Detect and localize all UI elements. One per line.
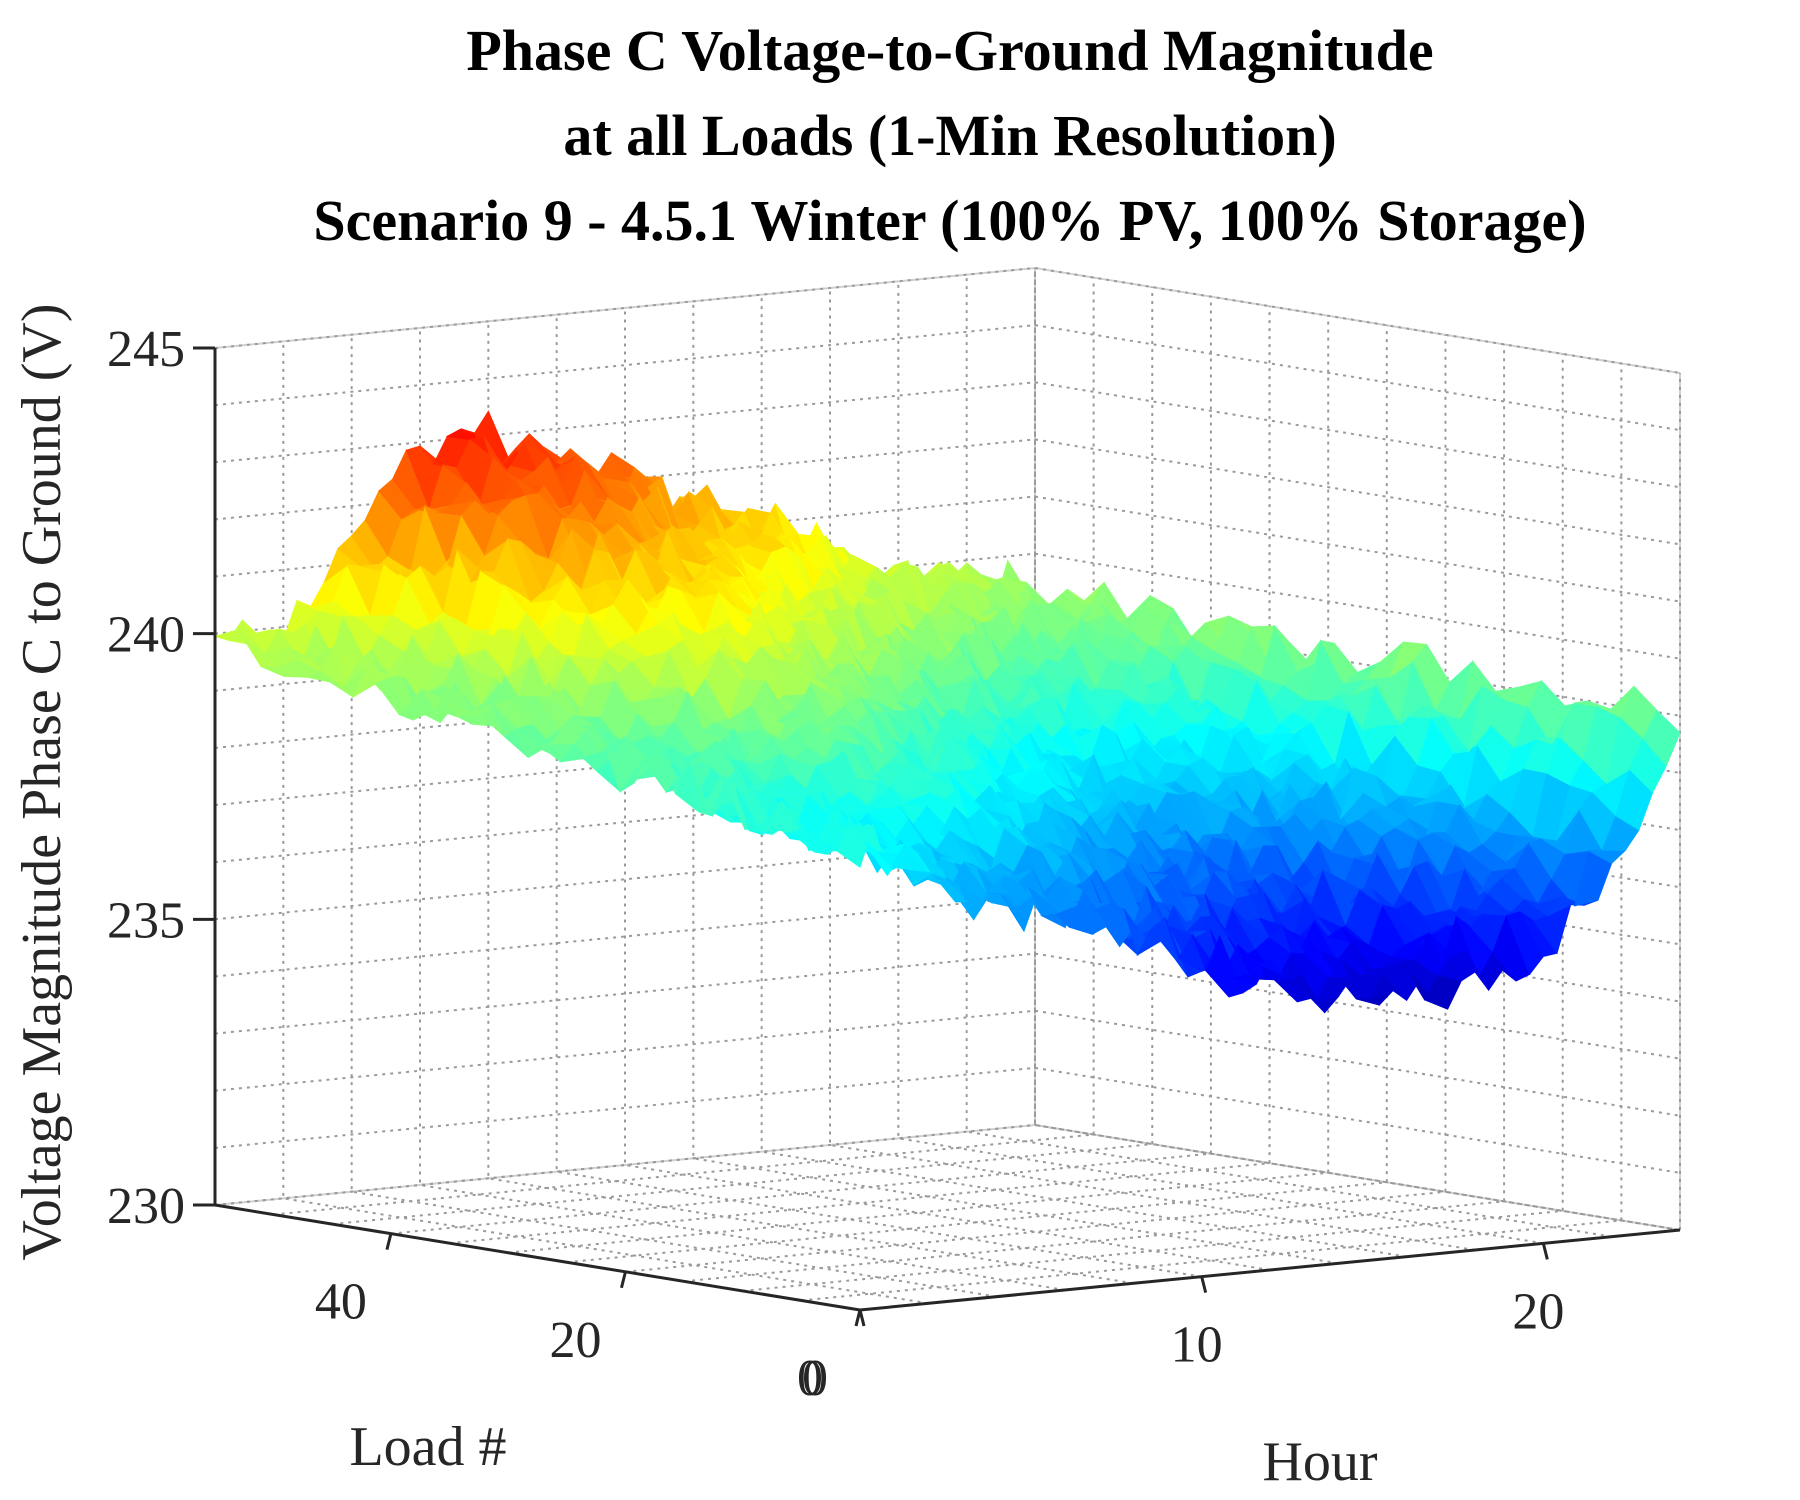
load-axis-line	[214, 1203, 861, 1312]
hour-tick	[1200, 1276, 1208, 1294]
y-axis-label: Load #	[349, 1416, 506, 1478]
z-tick-label: 230	[107, 1178, 185, 1235]
hour-tick-label: 0	[802, 1350, 828, 1407]
grid-line-z	[214, 324, 1681, 432]
load-tick	[385, 1233, 393, 1251]
chart-title-line-3: Scenario 9 - 4.5.1 Winter (100% PV, 100%…	[313, 188, 1586, 253]
grid-line-z	[214, 1009, 1681, 1117]
surface-cell	[1642, 709, 1681, 767]
grid-line-load	[683, 344, 1506, 1283]
grid-line-z	[214, 1066, 1681, 1174]
hour-tick-label: 10	[1171, 1317, 1223, 1374]
load-tick-label: 0	[797, 1350, 823, 1407]
grid-line-hour	[965, 274, 1612, 1238]
grid-line-load	[508, 315, 1330, 1254]
grid-line-z	[214, 724, 1681, 832]
z-axis-label: Voltage Magnitude Phase C to Ground (V)	[11, 303, 73, 1260]
z-tick-label: 235	[107, 892, 185, 949]
grid-line-hour	[282, 341, 929, 1305]
load-tick	[619, 1271, 627, 1289]
grid-line-load	[566, 325, 1388, 1264]
grid-line-load	[801, 363, 1623, 1302]
chart-title-line-1: Phase C Voltage-to-Ground Magnitude	[466, 18, 1433, 83]
grid-line-load	[214, 268, 1036, 1206]
grid-line-load	[625, 334, 1447, 1273]
axes-layer: 230 235 240 245 0 20 40 0 10 20	[107, 321, 1681, 1407]
grid-line-load	[449, 306, 1271, 1245]
hour-tick	[1541, 1242, 1549, 1260]
grid-line-z	[214, 266, 1681, 374]
z-tick-label: 240	[107, 607, 185, 664]
z-tick-label: 245	[107, 321, 185, 378]
grid-line-load	[332, 287, 1154, 1226]
hour-tick	[858, 1309, 866, 1327]
grid-line-z	[214, 1123, 1681, 1231]
grid-line-hour	[1034, 268, 1681, 1231]
grid-line-load	[390, 296, 1212, 1235]
grid-line-z	[214, 838, 1681, 946]
grid-line-load	[273, 277, 1095, 1216]
surface-layer	[213, 410, 1681, 1014]
chart-title-line-2: at all Loads (1-Min Resolution)	[563, 103, 1336, 168]
x-axis-label: Hour	[1262, 1431, 1377, 1493]
grid-line-z	[214, 781, 1681, 889]
load-tick-label: 20	[549, 1312, 601, 1369]
load-tick-label: 40	[315, 1274, 367, 1331]
grid-line-load	[742, 353, 1564, 1292]
hour-tick-label: 20	[1512, 1283, 1564, 1340]
